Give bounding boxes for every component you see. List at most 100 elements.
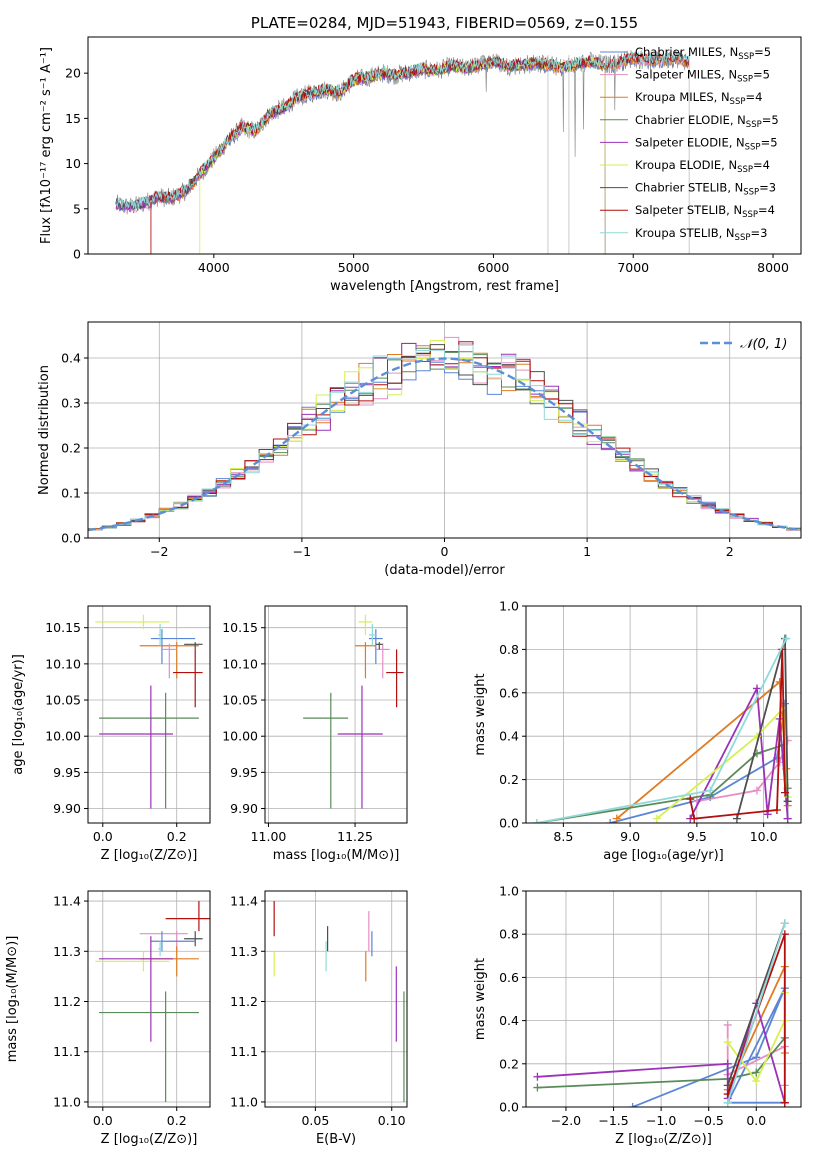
- weight-vs-age-point-salpeter-stelib: [780, 788, 789, 797]
- spectrum-model-kroupa-elodie: [199, 56, 606, 254]
- age-vs-z-xtick-label: 0.0: [93, 829, 113, 844]
- spectrum-xtick-label: 4000: [198, 260, 230, 275]
- spectrum-legend-entry: Salpeter ELODIE, NSSP=5: [635, 135, 778, 152]
- spectrum-frame: [87, 36, 802, 255]
- mass-vs-ebv-ytick-label: 11.3: [230, 944, 258, 959]
- age-vs-z-ytick-label: 10.10: [45, 656, 81, 671]
- spectrum-legend-entry: Kroupa STELIB, NSSP=3: [635, 226, 767, 243]
- weight-vs-age-point-kroupa-miles: [612, 814, 621, 823]
- age-vs-mass-ytick-label: 10.15: [222, 620, 258, 635]
- mass-vs-ebv-ytick-label: 11.1: [230, 1044, 258, 1059]
- mass-vs-ebv-ytick-label: 11.2: [230, 994, 258, 1009]
- spectrum-ytick-label: 0: [73, 247, 81, 262]
- spectrum-legend-entry: Salpeter MILES, NSSP=5: [635, 68, 770, 85]
- age-vs-metallicity-panel: 0.0 0.2 9.90 9.95 10.00 10.05 10.10 10.15 Z [log…: [11, 605, 211, 863]
- weight-vs-age-point-kroupa-stelib: [782, 634, 791, 643]
- spectrum-ytick-label: 15: [65, 111, 81, 126]
- spectrum-legend-entry: Chabrier STELIB, NSSP=3: [635, 181, 776, 198]
- weight-vs-age-y-axis-label: mass weight: [473, 673, 488, 755]
- spectrum-ytick-label: 10: [65, 156, 81, 171]
- spectrum-panel: PLATE=0284, MJD=51943, FIBERID=0569, z=0…: [39, 14, 802, 294]
- age-vs-mass-ytick-label: 9.90: [230, 801, 258, 816]
- weight-vs-age-xtick-label: 9.5: [687, 829, 707, 844]
- spectrum-xtick-label: 8000: [757, 260, 789, 275]
- weight-vs-z-xtick-label: −2.0: [551, 1113, 581, 1128]
- weight-vs-age-point-salpeter-elodie: [783, 814, 792, 823]
- age-vs-mass-xtick-label: 11.25: [337, 829, 373, 844]
- weight-vs-z-point-kroupa-stelib: [723, 1098, 732, 1107]
- weight-vs-z-xtick-label: 0.0: [746, 1113, 766, 1128]
- residuals-normal-curve: [88, 357, 801, 532]
- spectrum-xtick-label: 6000: [478, 260, 510, 275]
- spectrum-xtick-label: 7000: [617, 260, 649, 275]
- weight-vs-age-point-chabrier-stelib: [732, 814, 741, 823]
- residuals-hist-kroupa-stelib: [88, 344, 801, 532]
- mass-vs-ebv-frame: [264, 890, 408, 1108]
- weight-vs-z-line-kroupa-stelib: [726, 923, 786, 1103]
- age-vs-z-ytick-label: 9.90: [53, 801, 81, 816]
- weight-vs-age-x-axis-label: age [log₁₀(age/yr)]: [603, 848, 724, 863]
- weight-vs-age-point-chabrier-miles: [780, 699, 789, 708]
- spectrum-ytick-label: 20: [65, 66, 81, 81]
- weight-vs-z-y-axis-label: mass weight: [473, 958, 488, 1040]
- weight-vs-age-point-kroupa-elodie: [652, 814, 661, 823]
- age-vs-mass-ytick-label: 9.95: [230, 765, 258, 780]
- age-vs-z-ytick-label: 9.95: [53, 765, 81, 780]
- weight-vs-age-frame: [525, 605, 802, 824]
- mass-vs-ebv-ytick-label: 11.0: [230, 1094, 258, 1109]
- residuals-ytick-label: 0.3: [61, 396, 81, 411]
- residuals-y-axis-label: Normed distribution: [37, 365, 52, 495]
- residuals-xtick-label: 0: [441, 544, 449, 559]
- age-vs-mass-ytick-label: 10.00: [222, 729, 258, 744]
- residuals-xtick-label: 1: [583, 544, 591, 559]
- spectrum-legend-entry: Kroupa MILES, NSSP=4: [635, 90, 762, 107]
- weight-vs-age-point-chabrier-miles: [606, 819, 615, 823]
- weight-vs-age-point-chabrier-stelib: [783, 797, 792, 806]
- spectrum-model-salpeter-stelib: [150, 52, 689, 254]
- weight-vs-age-ytick-label: 0.0: [499, 816, 519, 831]
- mass-vs-z-y-axis-label: mass [log₁₀(M/M⊙)]: [5, 936, 20, 1063]
- weight-vs-age-ytick-label: 0.6: [499, 685, 519, 700]
- mass-vs-ebv-xtick-label: 0.05: [301, 1113, 329, 1128]
- weight-vs-z-xtick-label: −0.5: [694, 1113, 724, 1128]
- weight-vs-age-point-salpeter-stelib: [772, 805, 781, 814]
- spectrum-model-salpeter-elodie: [115, 56, 606, 254]
- weight-vs-age-point-kroupa-stelib: [706, 786, 715, 795]
- age-vs-mass-panel: 11.00 11.25 9.90 9.95 10.00 10.05 10.10 10.15 ma…: [222, 605, 408, 863]
- weight-vs-z-point-kroupa-elodie: [723, 1038, 732, 1047]
- mass-vs-ebv-x-axis-label: E(B-V): [316, 1132, 356, 1147]
- weight-vs-age-point-salpeter-stelib: [690, 814, 699, 823]
- mass-vs-z-xtick-label: 0.0: [93, 1113, 113, 1128]
- weight-vs-z-point-salpeter-elodie: [723, 1059, 732, 1068]
- spectrum-xtick-label: 5000: [338, 260, 370, 275]
- mass-vs-z-ytick-label: 11.1: [53, 1044, 81, 1059]
- weight-vs-z-point-salpeter-stelib: [780, 1098, 789, 1107]
- weight-vs-age-xtick-label: 8.5: [553, 829, 573, 844]
- mass-vs-z-frame: [87, 890, 211, 1108]
- weight-vs-age-line-chabrier-elodie: [536, 743, 789, 823]
- residuals-ytick-label: 0.0: [61, 531, 81, 546]
- residuals-panel: −2 −1 0 1 2 0.0 0.1 0.2 0.3 0.4 (data-model)/error…: [37, 321, 802, 578]
- weight-vs-z-point-kroupa-elodie: [752, 1077, 761, 1086]
- weight-vs-age-ytick-label: 1.0: [499, 599, 519, 614]
- mass-vs-z-ytick-label: 11.4: [53, 894, 81, 909]
- age-vs-mass-ytick-label: 10.10: [222, 656, 258, 671]
- spectrum-model-chabrier-elodie: [115, 56, 606, 254]
- spectrum-legend-entry: Kroupa ELODIE, NSSP=4: [635, 158, 770, 175]
- weight-vs-z-point-kroupa-stelib: [780, 919, 789, 928]
- mass-vs-ebv-xtick-label: 0.10: [378, 1113, 406, 1128]
- weight-vs-age-point-salpeter-elodie: [752, 684, 761, 693]
- weight-vs-metallicity-panel: −2.0 −1.5 −1.0 −0.5 0.0 0.0 0.2 0.4 0.6 0.8 1.0 Z […: [473, 884, 802, 1147]
- weight-vs-age-ytick-label: 0.8: [499, 642, 519, 657]
- age-vs-mass-frame: [264, 605, 408, 824]
- spectrum-x-axis-label: wavelength [Angstrom, rest frame]: [330, 279, 559, 294]
- weight-vs-z-ytick-label: 1.0: [499, 884, 519, 899]
- weight-vs-age-point-kroupa-stelib: [532, 819, 541, 823]
- residuals-ytick-label: 0.2: [61, 441, 81, 456]
- mass-vs-z-x-axis-label: Z [log₁₀(Z/Z⊙)]: [101, 1132, 198, 1147]
- weight-vs-z-x-axis-label: Z [log₁₀(Z/Z⊙)]: [615, 1132, 712, 1147]
- age-vs-z-x-axis-label: Z [log₁₀(Z/Z⊙)]: [101, 848, 198, 863]
- spectrum-legend-entry: Chabrier MILES, NSSP=5: [635, 45, 771, 62]
- residuals-ytick-label: 0.4: [61, 351, 81, 366]
- spectrum-model-kroupa-miles: [150, 52, 689, 254]
